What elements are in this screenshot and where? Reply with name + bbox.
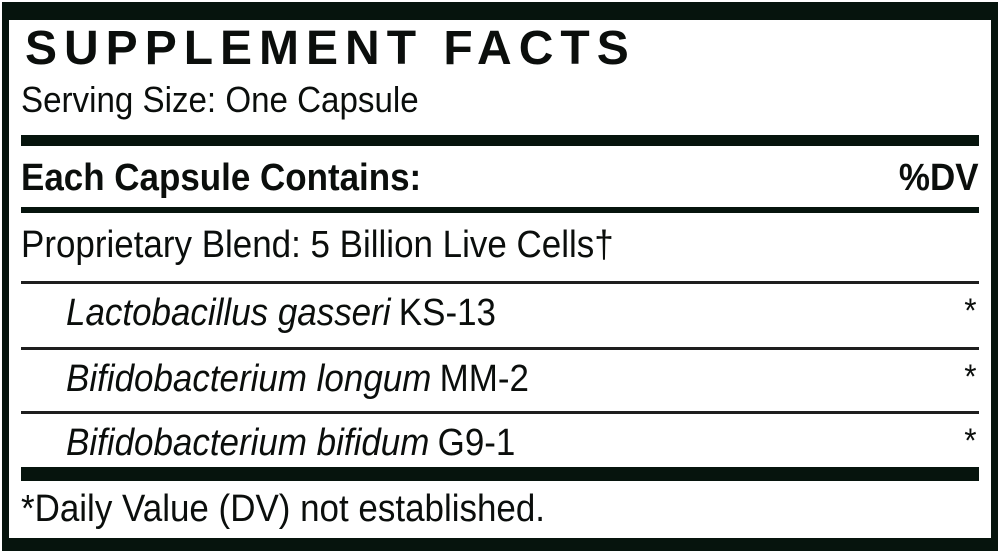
divider-medium bbox=[21, 207, 979, 213]
divider-thick-top bbox=[21, 135, 979, 146]
ingredient-row: Lactobacillus gasseri KS-13 * bbox=[21, 293, 979, 333]
dv-asterisk: * bbox=[962, 422, 975, 460]
divider-thin-2 bbox=[21, 347, 979, 350]
species-name: Bifidobacterium longum bbox=[66, 358, 432, 400]
serving-size: Serving Size: One Capsule bbox=[21, 80, 979, 120]
species-name: Lactobacillus gasseri bbox=[66, 292, 391, 334]
divider-thin-3 bbox=[21, 411, 979, 414]
ingredient-name: Bifidobacterium longum MM-2 bbox=[66, 359, 529, 399]
ingredient-row: Bifidobacterium bifidum G9-1 * bbox=[21, 423, 979, 463]
blend-label: Proprietary Blend: 5 Billion Live Cells† bbox=[21, 224, 614, 266]
serving-size-text: Serving Size: One Capsule bbox=[21, 79, 419, 120]
footnote-text: *Daily Value (DV) not established. bbox=[21, 488, 546, 530]
dv-column-header: %DV bbox=[899, 157, 979, 199]
strain-code: G9-1 bbox=[437, 422, 516, 464]
ingredient-row: Bifidobacterium longum MM-2 * bbox=[21, 359, 979, 399]
divider-thick-bottom bbox=[21, 467, 979, 481]
strain-code: KS-13 bbox=[398, 292, 496, 334]
ingredient-name: Bifidobacterium bifidum G9-1 bbox=[66, 423, 515, 463]
ingredient-name: Lactobacillus gasseri KS-13 bbox=[66, 293, 496, 333]
header-contains-label: Each Capsule Contains: bbox=[21, 157, 422, 199]
divider-thin-1 bbox=[21, 281, 979, 284]
dv-asterisk: * bbox=[962, 292, 975, 330]
blend-row: Proprietary Blend: 5 Billion Live Cells† bbox=[21, 225, 979, 265]
panel-title: SUPPLEMENT FACTS bbox=[25, 22, 636, 75]
footnote: *Daily Value (DV) not established. bbox=[21, 489, 979, 529]
header-row: Each Capsule Contains: %DV bbox=[21, 158, 979, 198]
dv-asterisk: * bbox=[962, 358, 975, 396]
species-name: Bifidobacterium bifidum bbox=[66, 422, 430, 464]
strain-code: MM-2 bbox=[439, 358, 529, 400]
